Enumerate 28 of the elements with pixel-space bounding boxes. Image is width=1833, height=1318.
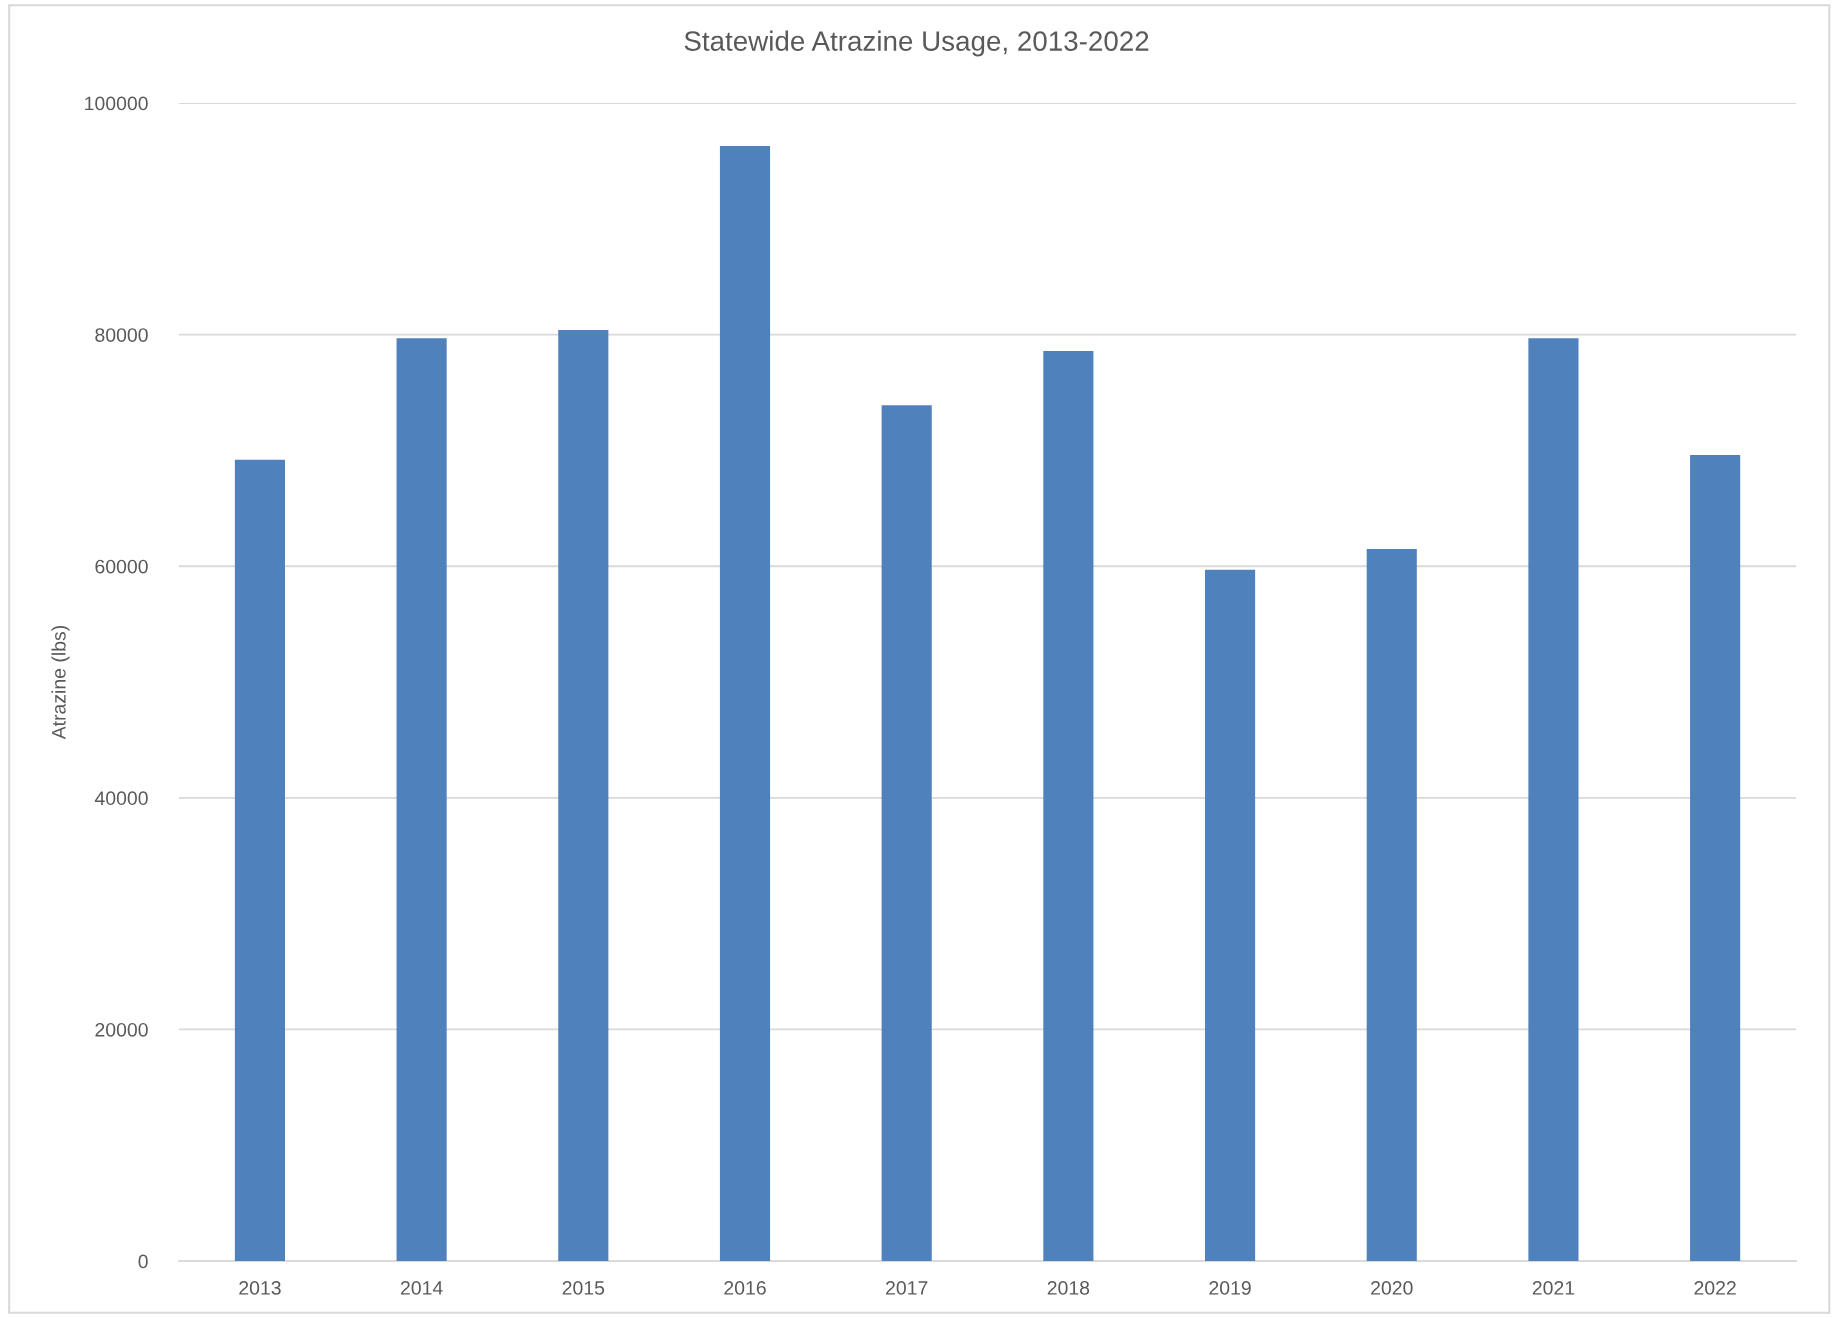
x-tick-label: 2015 <box>562 1281 605 1295</box>
x-tick-label: 2018 <box>1047 1281 1090 1295</box>
bar <box>1043 350 1094 1262</box>
x-tick-label: 2022 <box>1694 1281 1736 1295</box>
y-tick-label: 40000 <box>94 791 148 806</box>
bar <box>881 405 932 1262</box>
y-tick-label: 20000 <box>95 1022 148 1037</box>
bar <box>1205 569 1256 1262</box>
x-tick-label: 2016 <box>724 1281 766 1295</box>
bar <box>234 459 285 1262</box>
bar <box>1366 548 1417 1262</box>
y-axis-title: Atrazine (lbs) <box>51 626 70 740</box>
bar <box>558 330 609 1262</box>
chart-title: Statewide Atrazine Usage, 2013-2022 <box>684 30 1149 57</box>
bar <box>1528 338 1579 1262</box>
x-tick-label: 2013 <box>239 1281 281 1295</box>
y-tick-label: 80000 <box>95 328 148 342</box>
y-tick-label: 60000 <box>95 559 148 574</box>
bar <box>719 145 771 1262</box>
y-tick-label: 0 <box>138 1254 148 1269</box>
y-tick-label: 100000 <box>85 96 148 111</box>
bar <box>396 338 447 1262</box>
x-tick-label: 2019 <box>1209 1281 1251 1295</box>
x-tick-label: 2017 <box>886 1281 928 1295</box>
x-tick-label: 2014 <box>400 1281 443 1295</box>
x-tick-label: 2021 <box>1532 1281 1575 1295</box>
x-tick-label: 2020 <box>1371 1281 1413 1295</box>
bar <box>1690 455 1741 1262</box>
